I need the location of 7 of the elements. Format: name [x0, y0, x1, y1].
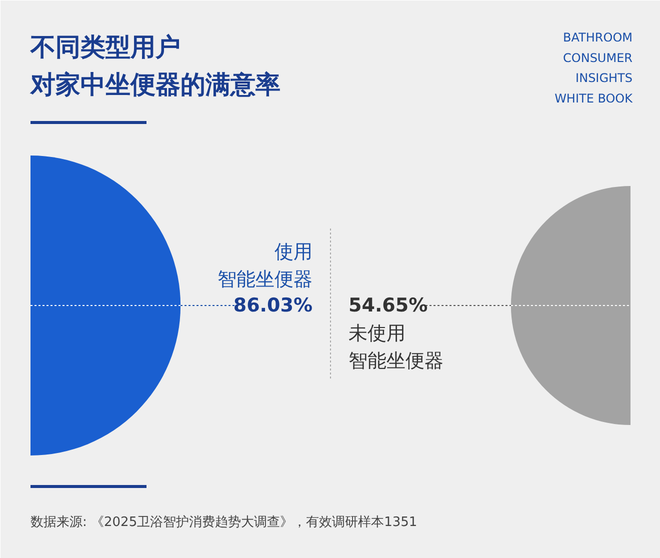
- text: 不同类型用户对家中坐便器的满意率: [30, 32, 280, 100]
- category-label: 使用智能坐便器: [218, 241, 312, 290]
- source-note: 数据来源: 《2025卫浴智护消费趋势大调查》，有效调研样本1351: [30, 515, 418, 530]
- data-label: 54.65%: [348, 294, 428, 316]
- data-label: 86.03%: [233, 294, 313, 316]
- category-label: 未使用智能坐便器: [348, 322, 444, 372]
- text: BATHROOM CONSUMER INSIGHTS WHITE BOOK: [554, 30, 634, 106]
